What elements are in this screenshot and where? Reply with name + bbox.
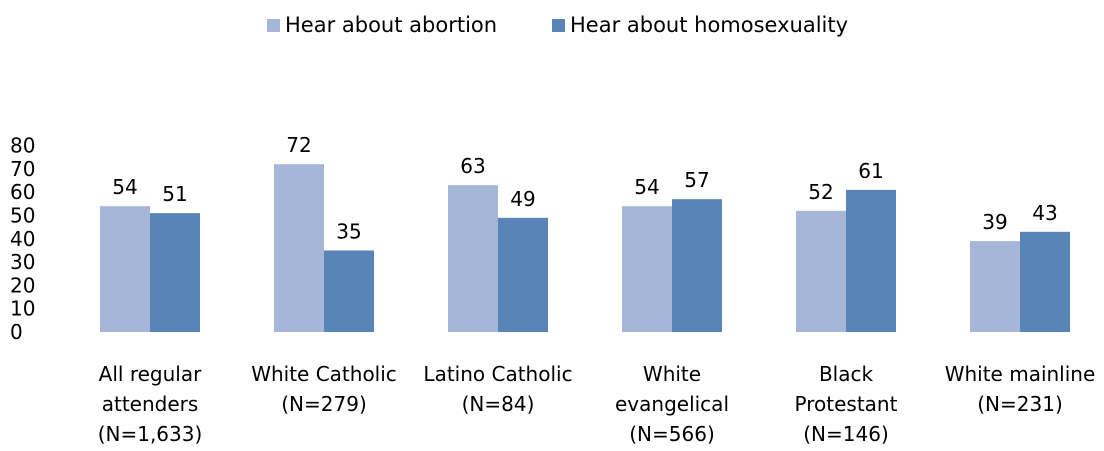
chart-legend: Hear about abortion Hear about homosexual… [267,13,848,37]
legend-label-1: Hear about abortion [285,13,497,37]
y-tick-label: 40 [10,227,35,251]
x-axis: All regular attenders (N=1,633) White Catho… [98,362,1096,446]
data-label: 57 [684,168,709,192]
x-category-label: Protestant [795,392,898,416]
y-tick-label: 30 [10,250,35,274]
x-category-label: White Catholic [251,362,397,386]
bar-series-2 [846,189,896,332]
data-label: 39 [982,210,1007,234]
data-label: 72 [286,133,311,157]
bar-series-1 [796,210,846,332]
data-label: 43 [1032,201,1057,225]
x-category-label: (N=231) [977,392,1063,416]
y-tick-label: 0 [10,320,23,344]
x-category-label: (N=1,633) [98,422,203,446]
x-category-label: White mainline [945,362,1096,386]
data-label: 51 [162,182,187,206]
bar-series-1 [622,206,672,332]
x-category-label: Black [819,362,874,386]
x-category-label: All regular [99,362,202,386]
y-tick-label: 70 [10,157,35,181]
y-tick-label: 50 [10,204,35,228]
bar-series-1 [970,241,1020,332]
legend-swatch-2 [552,19,565,32]
data-labels: 54 51 72 35 63 49 54 57 52 61 39 43 [112,133,1057,243]
bar-series-1 [274,164,324,332]
y-tick-label: 10 [10,297,35,321]
data-label: 54 [634,175,659,199]
x-category-label: Latino Catholic [423,362,572,386]
data-label: 63 [460,154,485,178]
legend-label-2: Hear about homosexuality [570,13,848,37]
bars [100,164,1070,332]
x-category-label: (N=279) [281,392,367,416]
bar-series-2 [1020,231,1070,332]
bar-series-2 [672,199,722,332]
bar-series-1 [448,185,498,332]
data-label: 54 [112,175,137,199]
data-label: 35 [336,219,361,243]
legend-swatch-1 [267,19,280,32]
data-label: 61 [858,159,883,183]
x-category-label: (N=566) [629,422,715,446]
y-tick-label: 80 [10,134,35,158]
x-category-label: (N=146) [803,422,889,446]
y-tick-label: 60 [10,180,35,204]
bar-series-2 [498,217,548,332]
bar-series-2 [150,213,200,332]
data-label: 52 [808,180,833,204]
x-category-label: attenders [102,392,199,416]
x-category-label: evangelical [615,392,729,416]
x-category-label: (N=84) [462,392,535,416]
y-tick-label: 20 [10,273,35,297]
bar-series-2 [324,250,374,332]
data-label: 49 [510,187,535,211]
x-category-label: White [643,362,701,386]
bar-series-1 [100,206,150,332]
